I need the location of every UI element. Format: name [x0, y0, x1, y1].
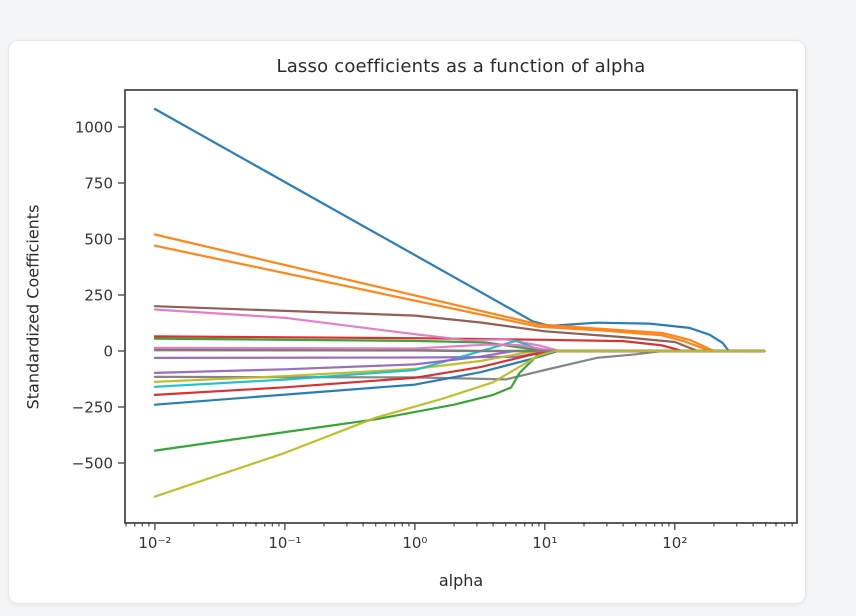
- x-tick-label: 10²: [662, 534, 687, 552]
- coef-path-2: [153, 233, 766, 353]
- x-tick-label: 10⁻²: [138, 534, 171, 552]
- chart-title: Lasso coefficients as a function of alph…: [276, 56, 646, 77]
- y-tick-label: 250: [84, 287, 113, 305]
- y-tick-label: −250: [72, 399, 113, 417]
- coef-path-9: [153, 349, 766, 383]
- y-tick-label: 1000: [75, 119, 113, 137]
- coef-path-13: [153, 349, 766, 452]
- y-tick-label: −500: [72, 455, 113, 473]
- figure-card: [8, 40, 806, 604]
- y-tick-label: 500: [84, 231, 113, 249]
- coef-path-19: [153, 349, 766, 498]
- coef-path-6: [153, 305, 766, 353]
- coef-path-7: [153, 308, 766, 353]
- y-axis-label: Standardized Coefficients: [23, 204, 43, 410]
- x-tick-label: 10¹: [532, 534, 557, 552]
- axes-spines: [124, 89, 798, 524]
- x-tick-label: 10⁻¹: [268, 534, 301, 552]
- x-tick-label: 10⁰: [402, 534, 427, 552]
- y-tick-label: 750: [84, 175, 113, 193]
- y-tick-label: 0: [103, 343, 113, 361]
- x-axis-label: alpha: [438, 571, 484, 590]
